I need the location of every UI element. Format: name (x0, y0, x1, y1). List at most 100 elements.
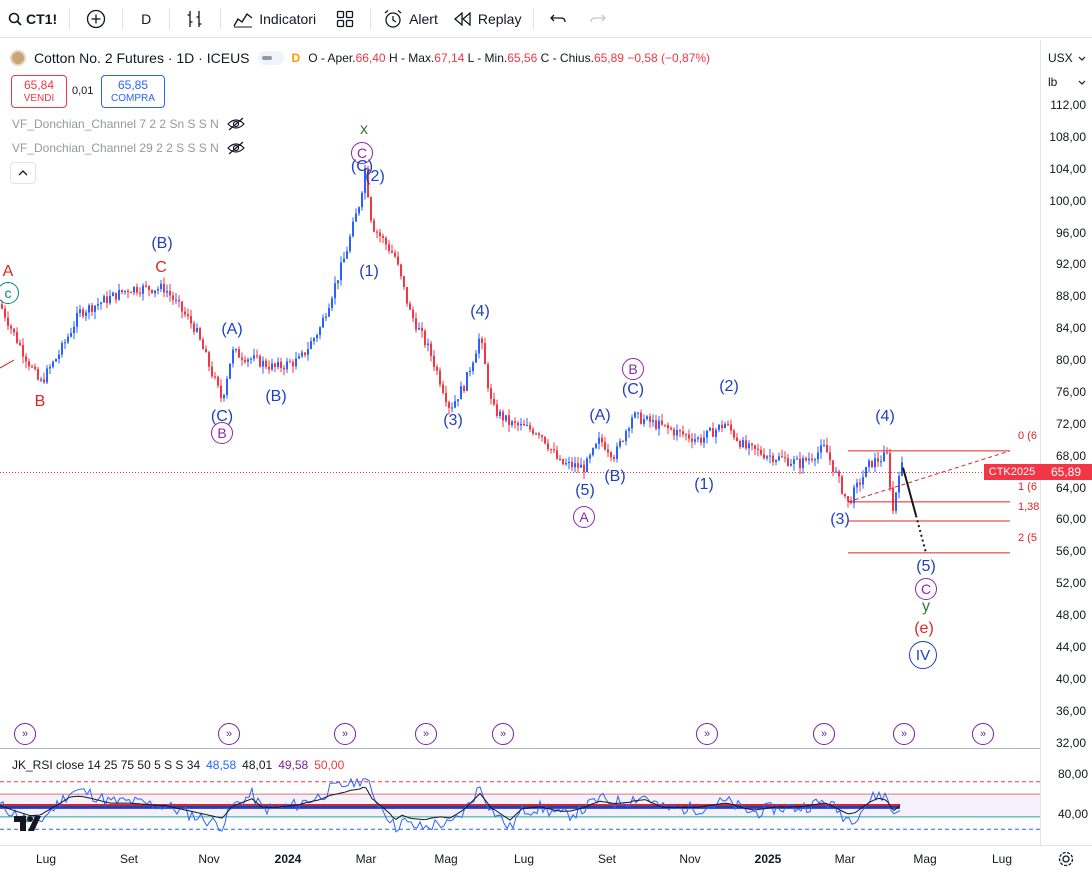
chart-type-button[interactable] (174, 0, 216, 38)
candle-body (574, 463, 576, 468)
timeframe-button[interactable]: D (141, 10, 152, 27)
wave-label[interactable]: c (0, 282, 19, 304)
candle-body (226, 378, 228, 395)
candle-body (13, 328, 15, 333)
candle-body (478, 338, 480, 354)
candle-body (502, 411, 504, 421)
projection-line (902, 467, 917, 516)
event-marker-icon[interactable]: » (14, 723, 36, 745)
settings-icon[interactable] (1058, 851, 1074, 867)
unit-dropdown[interactable]: lb (1045, 72, 1089, 92)
sell-button[interactable]: 65,84 VENDI (11, 75, 67, 108)
wave-label[interactable]: (A) (221, 321, 243, 338)
indicators-button[interactable]: Indicatori (225, 0, 324, 38)
price-axis[interactable]: USX lb 112,00 108,00 104,00 100,00 96,00 92,0… (1040, 40, 1092, 845)
compare-button[interactable] (74, 0, 118, 38)
buy-button[interactable]: 65,85 COMPRA (101, 75, 165, 108)
wave-label[interactable]: (2) (365, 168, 385, 185)
rsi-axis-label: 40,00 (1057, 807, 1088, 821)
wave-label[interactable]: (e) (914, 620, 934, 637)
indicator-row[interactable]: VF_Donchian_Channel 7 2 2 Sn S S N (12, 117, 245, 131)
collapse-legend-button[interactable] (10, 162, 36, 184)
candle-body (448, 402, 450, 408)
wave-label[interactable]: IV (909, 641, 937, 669)
symbol-search[interactable]: CT1! (0, 0, 65, 38)
wave-label[interactable]: B (34, 393, 46, 410)
wave-label[interactable]: B (622, 358, 644, 380)
time-axis[interactable] (0, 845, 1092, 875)
wave-label[interactable]: y (922, 598, 930, 615)
event-marker-icon[interactable]: » (813, 723, 835, 745)
wave-label[interactable]: B (211, 422, 233, 444)
candle-body (514, 421, 516, 423)
candle-body (58, 354, 60, 359)
indicator-row[interactable]: VF_Donchian_Channel 29 2 2 S S S N (12, 141, 245, 155)
candle-body (691, 438, 693, 442)
candle-body (97, 304, 99, 306)
candle-body (334, 283, 336, 299)
wave-label[interactable]: (1) (694, 476, 714, 493)
wave-label[interactable]: A (2, 263, 14, 280)
event-marker-icon[interactable]: » (334, 723, 356, 745)
currency-dropdown[interactable]: USX (1045, 48, 1089, 68)
wave-label[interactable]: C (155, 259, 167, 276)
candle-body (172, 295, 174, 300)
candle-body (805, 458, 807, 461)
candle-body (709, 428, 711, 431)
wave-label[interactable]: (4) (875, 408, 895, 425)
wave-label[interactable]: C (915, 578, 937, 600)
wave-label[interactable]: (B) (151, 235, 173, 252)
wave-label[interactable]: (2) (719, 378, 739, 395)
wave-label[interactable]: (C) (210, 408, 234, 425)
candle-body (361, 192, 363, 208)
wave-label[interactable]: (C) (350, 158, 374, 175)
visibility-toggle[interactable] (257, 51, 284, 65)
price-chart[interactable] (0, 40, 1040, 747)
layouts-button[interactable] (324, 0, 366, 38)
candle-body (598, 437, 600, 444)
candle-body (322, 317, 324, 328)
wave-label[interactable]: (3) (830, 511, 850, 528)
candle-body (835, 471, 837, 473)
eye-hidden-icon[interactable] (226, 117, 245, 131)
separator (169, 7, 171, 30)
event-marker-icon[interactable]: » (415, 723, 437, 745)
wave-label[interactable]: A (573, 506, 595, 528)
candle-body (637, 412, 639, 414)
replay-button[interactable]: Replay (446, 0, 530, 38)
candle-body (562, 459, 564, 465)
wave-label[interactable]: (3) (443, 412, 463, 429)
wave-label[interactable]: (A) (589, 407, 611, 424)
wave-label[interactable]: (5) (575, 482, 595, 499)
candle-body (883, 452, 885, 462)
event-marker-icon[interactable]: » (696, 723, 718, 745)
candle-body (304, 352, 306, 355)
event-marker-icon[interactable]: » (492, 723, 514, 745)
wave-label[interactable]: (C) (621, 381, 645, 398)
wave-label[interactable]: (B) (265, 388, 287, 405)
candle-body (76, 312, 78, 327)
redo-button[interactable] (578, 0, 618, 38)
alert-button[interactable]: Alert (375, 0, 446, 38)
eye-hidden-icon[interactable] (226, 141, 245, 155)
undo-button[interactable] (538, 0, 578, 38)
wave-label[interactable]: x (360, 121, 368, 138)
candle-body (817, 452, 819, 460)
candle-body (667, 424, 669, 429)
candle-body (148, 285, 150, 290)
candle-body (100, 302, 102, 305)
event-marker-icon[interactable]: » (218, 723, 240, 745)
wave-label[interactable]: (5) (916, 558, 936, 575)
wave-label[interactable]: (4) (470, 303, 490, 320)
top-toolbar: CT1! D Indicatori Alert Replay (0, 0, 1092, 38)
candle-body (865, 466, 867, 478)
candle-body (826, 444, 828, 453)
wave-label[interactable]: C (351, 142, 373, 164)
event-marker-icon[interactable]: » (893, 723, 915, 745)
price-axis-label: 112,00 (1050, 98, 1086, 112)
wave-label[interactable]: (B) (604, 468, 626, 485)
wave-label[interactable]: (1) (359, 263, 379, 280)
candle-body (832, 460, 834, 472)
rsi-pane[interactable] (0, 748, 1040, 845)
event-marker-icon[interactable]: » (972, 723, 994, 745)
